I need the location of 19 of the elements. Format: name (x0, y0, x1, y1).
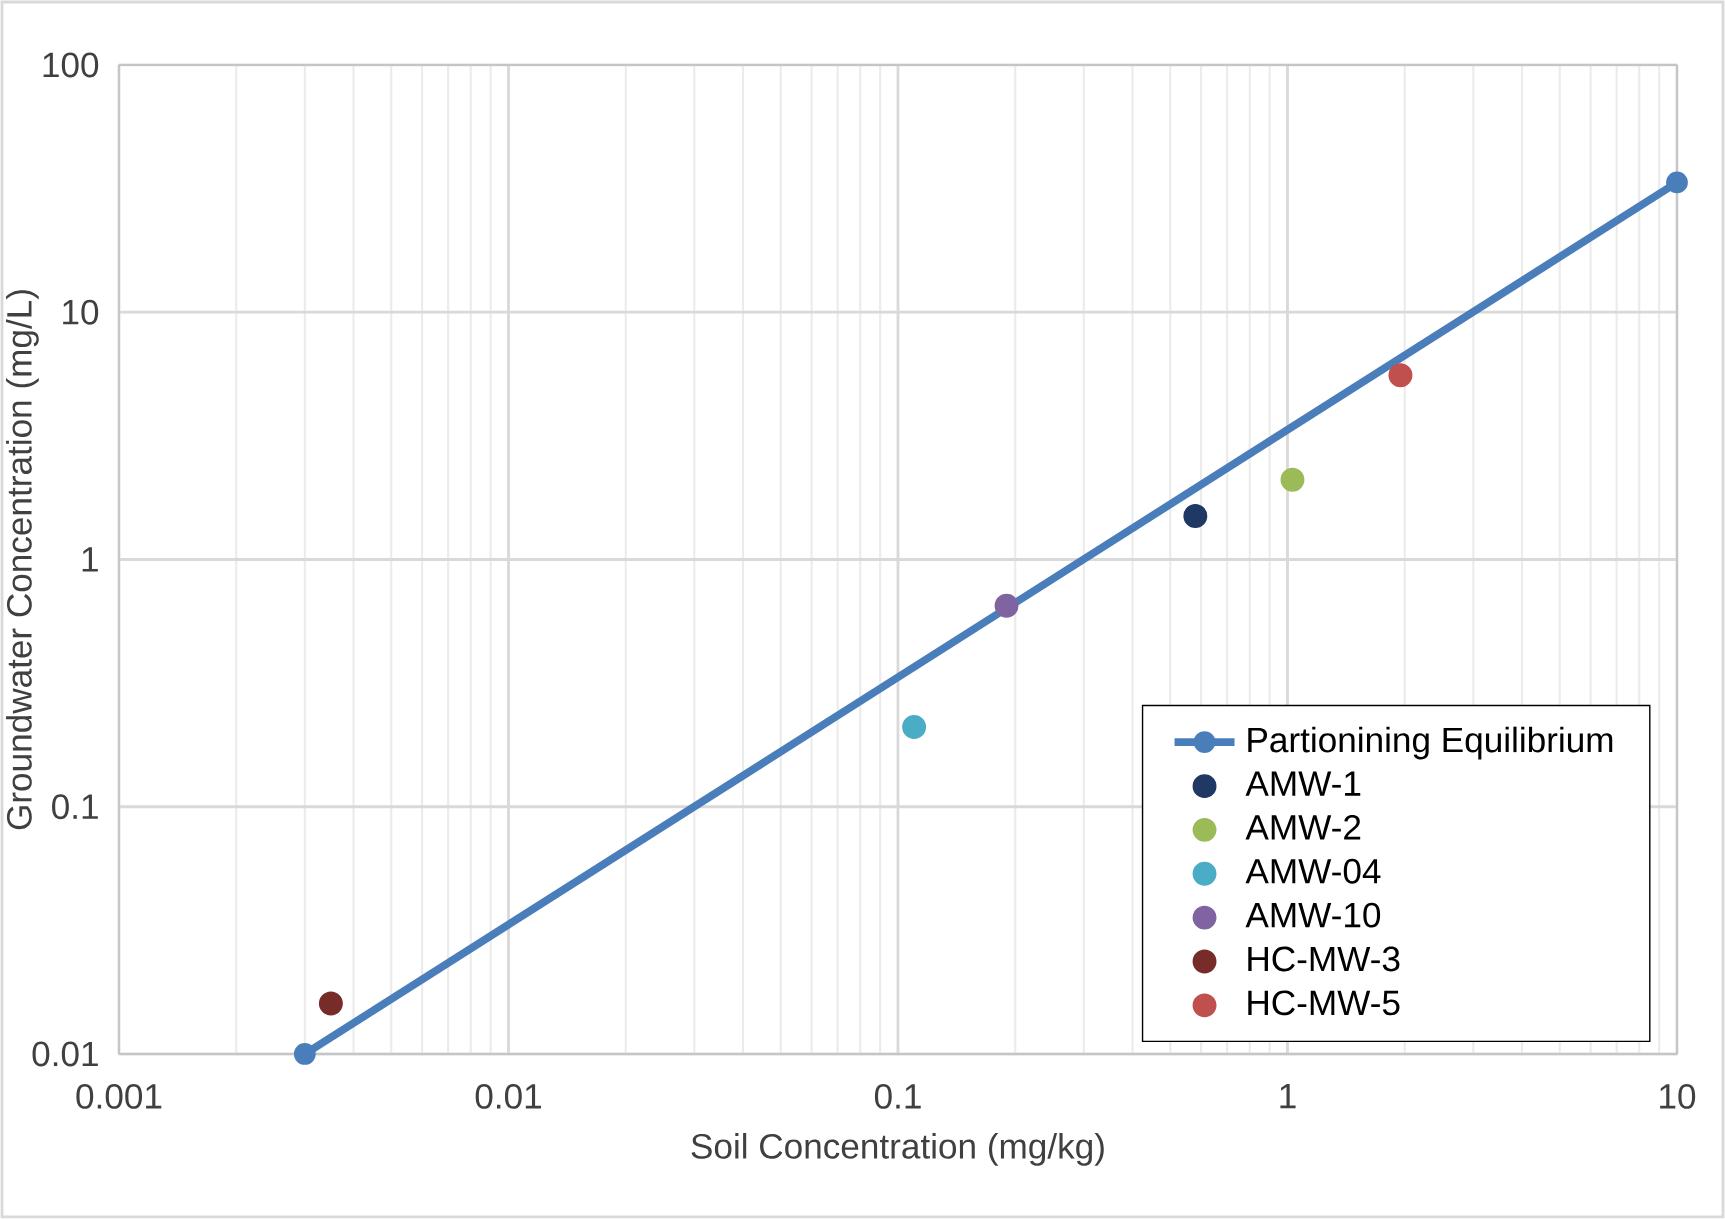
y-tick-label: 100 (43, 52, 99, 78)
y-tick-label: 0.1 (52, 794, 98, 820)
x-axis-title: Soil Concentration (mg/kg) (691, 1133, 1104, 1166)
x-tick-label: 1 (1280, 1083, 1296, 1109)
x-tick-label: 10 (1660, 1084, 1696, 1109)
x-tick-label: 0.1 (874, 1084, 921, 1109)
legend-label: HC-MW-5 (1248, 990, 1400, 1016)
legend-label: AMW-04 (1245, 858, 1381, 884)
x-tick-label: 0.001 (76, 1084, 162, 1109)
y-tick-label: 1 (82, 547, 98, 572)
y-tick-label: 0.01 (32, 1041, 98, 1067)
legend-label: AMW-10 (1245, 902, 1381, 928)
y-tick-label: 10 (63, 299, 99, 325)
legend-label: AMW-1 (1245, 771, 1361, 796)
y-axis-title: Groundwater Concentration (mg/L) (6, 290, 39, 830)
legend-label: Partionining Equilibrium (1248, 726, 1613, 760)
legend-label: AMW-2 (1245, 814, 1361, 840)
x-tick-label: 0.01 (475, 1084, 541, 1109)
legend-label: HC-MW-3 (1248, 946, 1400, 972)
